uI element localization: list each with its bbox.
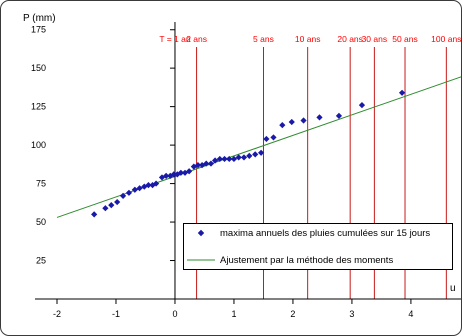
data-point <box>316 114 323 121</box>
y-tick-label: 100 <box>31 140 46 150</box>
return-period-label: 20 ans <box>337 34 363 44</box>
y-tick-label: 50 <box>36 217 46 227</box>
legend-label-points: maxima annuels des pluies cumulées sur 1… <box>220 228 431 239</box>
diamond-marker-icon <box>197 229 205 237</box>
data-point <box>270 134 277 141</box>
data-point <box>194 162 202 169</box>
data-point <box>170 171 177 178</box>
data-point <box>186 168 193 175</box>
return-period-label: 2 ans <box>186 34 207 44</box>
data-point <box>288 118 295 126</box>
return-period-label: 30 ans <box>362 34 388 44</box>
data-point <box>125 189 133 196</box>
data-point <box>152 180 160 187</box>
data-point <box>145 182 152 189</box>
y-tick-label: 125 <box>31 102 46 112</box>
y-tick-label: 25 <box>36 256 46 266</box>
data-point <box>91 211 98 218</box>
data-point <box>235 154 242 161</box>
fit-line-group <box>56 76 461 218</box>
data-point <box>226 155 233 163</box>
return-period-label: 50 ans <box>392 34 418 44</box>
data-point <box>102 205 109 212</box>
axes <box>35 22 461 304</box>
data-point <box>252 151 259 158</box>
data-point <box>131 186 138 193</box>
data-point <box>216 155 223 163</box>
legend: maxima annuels des pluies cumulées sur 1… <box>183 223 453 270</box>
line-marker-icon <box>187 259 215 261</box>
data-points <box>91 89 406 218</box>
data-point <box>177 169 184 176</box>
data-point <box>119 192 127 199</box>
data-point <box>221 155 228 163</box>
x-tick-label: 2 <box>290 309 295 319</box>
return-period-lines <box>174 47 447 299</box>
data-point <box>263 135 270 143</box>
data-point <box>211 157 219 164</box>
x-tick-label: 1 <box>231 309 236 319</box>
data-point <box>398 89 406 96</box>
data-point <box>257 149 265 156</box>
data-point <box>207 160 215 167</box>
x-tick-label: -2 <box>53 309 61 319</box>
return-period-label: 5 ans <box>253 34 274 44</box>
data-point <box>300 117 307 124</box>
x-tick-label: 4 <box>408 309 413 319</box>
legend-label-fit: Ajustement par la méthode des moments <box>220 255 394 266</box>
y-tick-label: 175 <box>31 25 46 35</box>
data-point <box>163 172 170 179</box>
data-point <box>203 160 210 167</box>
data-point <box>240 154 248 161</box>
data-point <box>230 155 238 163</box>
data-point <box>136 185 143 192</box>
return-period-label: 10 ans <box>295 34 321 44</box>
data-point <box>358 102 366 109</box>
data-point <box>114 198 121 206</box>
return-period-label: T = 1 an <box>159 34 191 44</box>
data-point <box>246 152 253 159</box>
return-period-label: 100 ans <box>431 34 461 44</box>
fit-line <box>56 76 461 218</box>
x-axis-title: u <box>450 283 456 294</box>
x-tick-label: -1 <box>112 309 120 319</box>
y-axis-title: P (mm) <box>23 13 56 24</box>
y-tick-label: 150 <box>31 63 46 73</box>
data-point <box>335 112 343 119</box>
x-tick-label: 0 <box>172 309 177 319</box>
x-tick-label: 3 <box>349 309 354 319</box>
y-tick-label: 75 <box>36 179 46 189</box>
data-point <box>108 202 115 209</box>
data-point <box>279 122 286 129</box>
